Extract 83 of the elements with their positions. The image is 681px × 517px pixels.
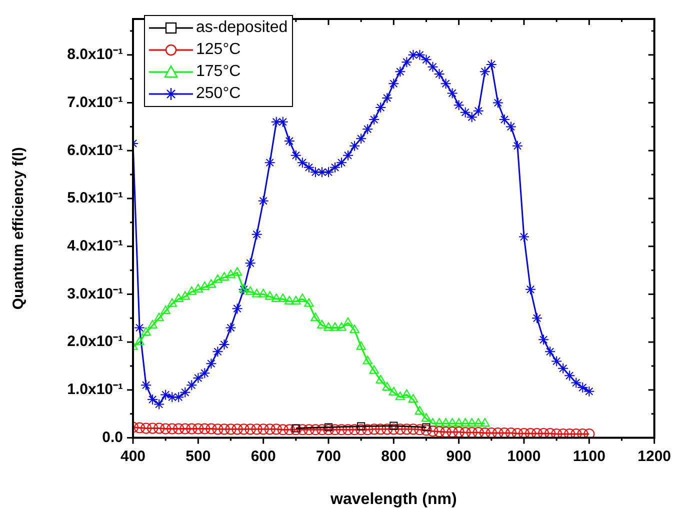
- point: [212, 274, 223, 283]
- x-axis-title: wavelength (nm): [330, 490, 457, 508]
- point: [298, 294, 308, 302]
- point: [376, 374, 386, 384]
- point: [440, 418, 451, 426]
- point: [141, 327, 151, 336]
- point: [284, 296, 294, 304]
- y-tick-label: 5.0x10⁻¹: [67, 190, 124, 207]
- point: [317, 320, 327, 328]
- point: [388, 386, 398, 396]
- point: [343, 317, 353, 326]
- y-tick-label: 2.0x10⁻¹: [67, 333, 124, 350]
- point: [330, 322, 340, 331]
- point: [474, 418, 484, 426]
- y-tick-label: 0.0: [102, 428, 123, 446]
- point: [382, 382, 392, 391]
- point: [310, 312, 320, 322]
- x-tick-label: 700: [316, 448, 342, 465]
- point: [186, 286, 196, 295]
- point: [421, 413, 432, 422]
- point: [291, 296, 301, 304]
- y-tick-label: 6.0x10⁻¹: [67, 142, 124, 159]
- point: [219, 272, 230, 280]
- point: [180, 291, 190, 300]
- x-tick-label: 400: [120, 448, 146, 465]
- point: [434, 418, 444, 426]
- point: [390, 422, 398, 430]
- x-tick-label: 1100: [572, 448, 606, 465]
- point: [402, 389, 412, 398]
- point: [357, 422, 366, 430]
- y-tick-label: 3.0x10⁻¹: [67, 285, 124, 302]
- point: [369, 365, 379, 374]
- point: [252, 288, 262, 298]
- point: [226, 270, 236, 278]
- point: [193, 284, 203, 292]
- point: [336, 322, 346, 331]
- x-tick-label: 500: [186, 448, 211, 465]
- point: [200, 282, 210, 290]
- point: [258, 288, 268, 298]
- point: [174, 294, 184, 302]
- x-tick-label: 1000: [507, 448, 541, 465]
- point: [232, 267, 242, 276]
- legend-label: 175°C: [196, 62, 241, 82]
- point: [422, 423, 430, 432]
- x-tick-label: 1200: [638, 448, 672, 465]
- point: [460, 418, 470, 426]
- point: [272, 294, 282, 302]
- point: [134, 336, 144, 346]
- point: [292, 424, 300, 432]
- point: [238, 284, 249, 292]
- y-axis-title: Quantum efficiency f(l): [10, 147, 28, 310]
- point: [278, 294, 288, 302]
- point: [467, 418, 477, 426]
- point: [265, 291, 275, 300]
- x-tick-label: 800: [381, 448, 406, 465]
- point: [206, 279, 216, 288]
- point: [148, 320, 158, 328]
- point: [395, 392, 406, 400]
- legend-label: 250°C: [196, 84, 241, 104]
- y-tick-label: 1.0x10⁻¹: [67, 381, 124, 398]
- point: [362, 356, 372, 364]
- point: [160, 305, 170, 314]
- point: [356, 341, 366, 350]
- point: [304, 298, 314, 307]
- point: [408, 394, 418, 403]
- point: [167, 298, 177, 307]
- y-tick-label: 7.0x10⁻¹: [67, 94, 124, 111]
- point: [324, 423, 333, 432]
- legend-label: as-deposited: [196, 18, 288, 38]
- point: [428, 418, 438, 426]
- point: [245, 286, 256, 295]
- legend-label: 125°C: [196, 40, 241, 60]
- y-tick-label: 4.0x10⁻¹: [67, 237, 124, 254]
- point: [154, 312, 164, 322]
- point: [350, 324, 360, 334]
- point: [414, 406, 425, 414]
- point: [454, 418, 464, 426]
- point: [324, 322, 334, 331]
- point: [480, 418, 490, 426]
- x-tick-label: 600: [250, 448, 276, 465]
- y-tick-label: 8.0x10⁻¹: [67, 46, 124, 64]
- x-tick-label: 900: [446, 448, 472, 465]
- point: [447, 418, 458, 426]
